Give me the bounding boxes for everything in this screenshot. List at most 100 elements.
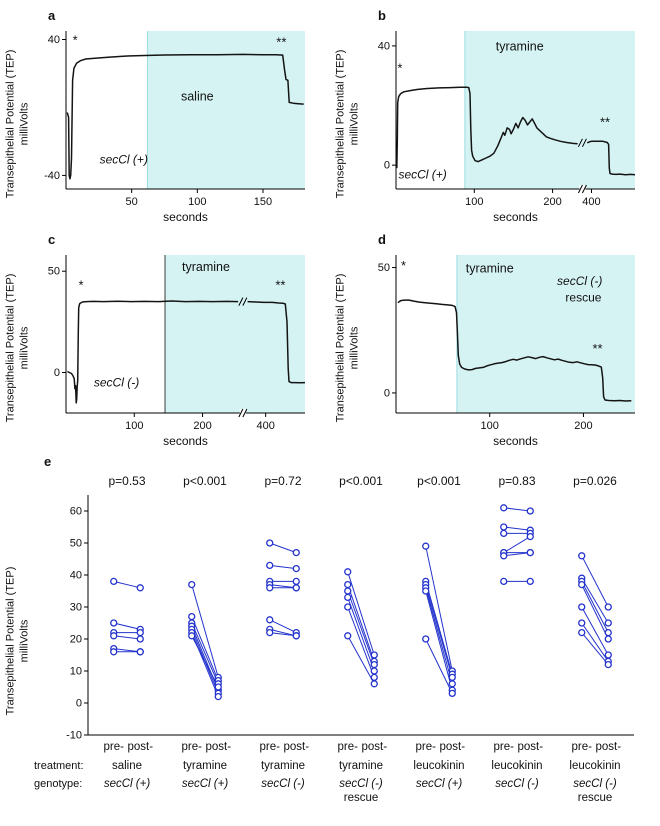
svg-text:post-: post- (517, 741, 543, 753)
post-point (292, 564, 300, 573)
svg-text:pre-: pre- (572, 741, 593, 753)
post-point (526, 577, 534, 586)
genotype-label: secCl (-) (261, 778, 305, 790)
svg-text:50: 50 (48, 266, 60, 278)
panel-c-y-axis-label: Transepithelial Potential (TEP) milliVolt… (4, 247, 32, 448)
treatment-row-caption: treatment: (34, 760, 84, 772)
svg-text:0: 0 (384, 387, 390, 399)
pair-line (581, 577, 609, 624)
pair-line (581, 555, 609, 608)
pair-line (113, 622, 141, 630)
svg-text:10: 10 (70, 666, 82, 678)
svg-text:100: 100 (188, 196, 206, 208)
annotation: secCl (+) (100, 153, 148, 167)
panel-c: c Transepithelial Potential (TEP) milliVo… (4, 232, 326, 448)
pre-point (344, 603, 352, 611)
panel-c-letter: c (48, 232, 56, 247)
p-value: p<0.001 (417, 474, 461, 488)
treatment-label: tyramine (261, 760, 305, 772)
pair-line (581, 632, 609, 665)
panel-e: e Transepithelial Potential (TEP) milliVo… (4, 454, 656, 813)
svg-text:post-: post- (283, 741, 309, 753)
svg-text:0: 0 (76, 698, 82, 710)
pair-line (269, 628, 297, 637)
pre-point (578, 619, 586, 627)
y-axis-label-line1: Transepithelial Potential (TEP) (4, 49, 17, 198)
pre-point (266, 584, 274, 592)
pair-line (503, 536, 531, 554)
y-axis-label-line1: Transepithelial Potential (TEP) (334, 273, 347, 422)
trace-panels-grid: a Transepithelial Potential (TEP) milliVo… (4, 8, 656, 448)
svg-text:0: 0 (54, 367, 60, 379)
p-value: p=0.53 (108, 474, 145, 488)
pair-line (581, 584, 609, 640)
pair-line (425, 587, 453, 684)
pair-line (425, 638, 453, 694)
svg-text:50: 50 (126, 196, 138, 208)
svg-text:-40: -40 (44, 170, 60, 182)
treatment-label: tyramine (339, 760, 383, 772)
y-axis-label-line1: Transepithelial Potential (TEP) (4, 566, 17, 716)
panel-a-y-axis-label: Transepithelial Potential (TEP) milliVolt… (4, 23, 32, 224)
post-point (136, 584, 144, 592)
pair-line (347, 597, 375, 672)
pre-point (188, 632, 196, 640)
pre-point (422, 635, 430, 643)
pair-line (425, 590, 453, 691)
y-axis-label-line2: milliVolts (19, 326, 31, 369)
svg-text:post-: post- (361, 741, 387, 753)
post-point (448, 673, 456, 682)
pair-line (425, 546, 453, 672)
svg-text:200: 200 (574, 420, 592, 432)
stimulus-label: tyramine (182, 260, 230, 274)
post-point (370, 651, 378, 659)
tep-trace (397, 299, 632, 402)
panel-b-row: Transepithelial Potential (TEP) milliVolt… (334, 23, 656, 224)
pre-point (422, 542, 430, 550)
pair-line (191, 626, 219, 691)
post-point (526, 532, 534, 541)
post-point (136, 635, 144, 643)
svg-text:post-: post- (439, 741, 465, 753)
panel-e-letter: e (44, 454, 52, 469)
p-value: p=0.026 (573, 474, 617, 488)
genotype-label: secCl (-) (573, 778, 617, 790)
treatment-label: saline (112, 760, 142, 772)
pre-point (266, 628, 274, 637)
panel-d-x-axis-label: seconds (493, 434, 538, 448)
annotation: * (397, 61, 402, 76)
pair-line (347, 584, 375, 662)
tep-trace (396, 86, 578, 169)
annotation: * (78, 277, 83, 292)
pair-line (347, 590, 375, 665)
pair-line (113, 648, 141, 653)
panel-e-content: -10 0 10 20 30 40 50 60 p=0.53 pre-post-saline sec… (34, 474, 634, 804)
pre-point (344, 632, 352, 640)
tep-trace (247, 300, 306, 384)
genotype-label: secCl (-) (339, 778, 383, 790)
post-point (136, 648, 144, 656)
pre-point (344, 587, 352, 595)
stimulus-label: tyramine (496, 39, 544, 53)
panel-d-y-axis-label: Transepithelial Potential (TEP) milliVolt… (334, 247, 362, 448)
panel-a: a Transepithelial Potential (TEP) milliVo… (4, 8, 326, 224)
post-point (370, 667, 378, 675)
post-point (292, 584, 300, 592)
pre-point (500, 529, 508, 538)
post-point (604, 660, 612, 669)
y-axis-label-line1: Transepithelial Potential (TEP) (334, 49, 347, 198)
post-point (604, 628, 612, 637)
pair-line (113, 580, 141, 589)
pre-point (500, 504, 508, 512)
post-point (136, 628, 144, 637)
pre-point (110, 632, 118, 640)
stimulus-shade-region (165, 255, 305, 413)
pre-point (110, 619, 118, 627)
stimulus-shade-region (464, 31, 635, 189)
pair-line (425, 581, 453, 675)
panel-b-letter: b (378, 8, 386, 23)
